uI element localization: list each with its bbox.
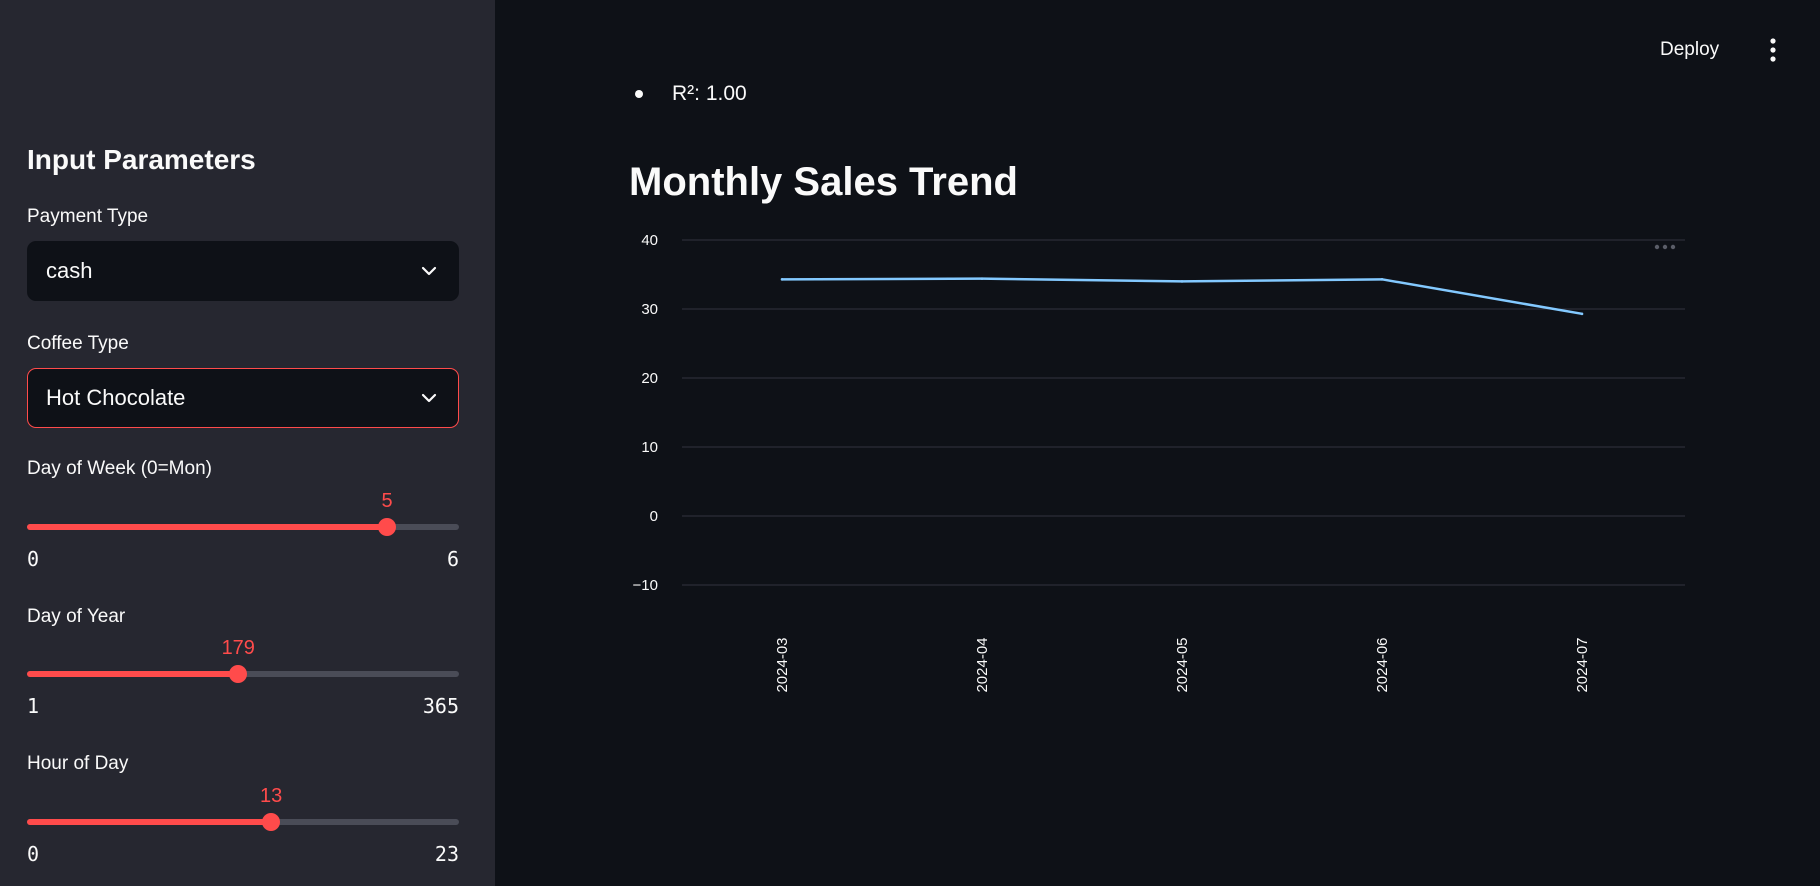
slider-max-label: 365 <box>422 694 459 718</box>
slider-fill <box>27 819 272 825</box>
data-point <box>1380 278 1384 281</box>
slider-max-label: 6 <box>446 547 459 571</box>
chart-svg: 40 30 20 10 0 −10 2024-03 2024-04 2024-05 2024-06… <box>633 232 1685 693</box>
y-tick-label: 10 <box>641 439 658 456</box>
data-point <box>780 278 784 281</box>
y-tick-label: 0 <box>650 508 658 525</box>
hour-of-day-slider[interactable]: 13 0 23 <box>27 784 459 866</box>
r-squared-metric: R²: 1.00 <box>672 82 747 105</box>
slider-min-label: 0 <box>27 842 40 866</box>
line-chart: 40 30 20 10 0 −10 2024-03 2024-04 2024-05 2024-06… <box>620 225 1700 745</box>
hour-of-day-label: Hour of Day <box>27 753 129 774</box>
slider-current-value: 179 <box>221 637 255 659</box>
slider-fill <box>27 524 387 530</box>
sidebar: Input Parameters Payment Type cash Coffe… <box>0 0 495 886</box>
slider-thumb[interactable] <box>262 813 281 831</box>
y-tick-label: 40 <box>641 232 658 249</box>
y-tick-label: 30 <box>641 301 658 318</box>
coffee-type-value: Hot Chocolate <box>46 385 186 410</box>
deploy-button[interactable]: Deploy <box>1660 39 1720 60</box>
kebab-menu-icon[interactable] <box>1762 37 1784 63</box>
day-of-year-label: Day of Year <box>27 606 126 627</box>
data-point <box>980 277 984 280</box>
chevron-down-icon <box>421 266 437 276</box>
data-point <box>1180 280 1184 283</box>
slider-max-label: 23 <box>434 842 459 866</box>
day-of-year-slider[interactable]: 179 1 365 <box>27 636 459 718</box>
day-of-week-label: Day of Week (0=Mon) <box>27 458 212 479</box>
slider-current-value: 13 <box>260 785 283 807</box>
chevron-down-icon <box>421 393 437 403</box>
x-tick-label: 2024-04 <box>974 637 991 692</box>
coffee-type-select[interactable]: Hot Chocolate <box>27 368 459 428</box>
payment-type-value: cash <box>46 258 93 283</box>
x-tick-label: 2024-06 <box>1374 637 1391 692</box>
slider-min-label: 1 <box>27 694 40 718</box>
y-tick-label: −10 <box>633 577 658 594</box>
y-tick-label: 20 <box>641 370 658 387</box>
slider-fill <box>27 671 239 677</box>
x-tick-label: 2024-03 <box>774 637 791 692</box>
payment-type-select[interactable]: cash <box>27 241 459 301</box>
chart-title: Monthly Sales Trend <box>629 160 1018 204</box>
slider-current-value: 5 <box>381 490 393 512</box>
coffee-type-label: Coffee Type <box>27 333 129 354</box>
day-of-week-slider[interactable]: 5 0 6 <box>27 489 459 571</box>
slider-thumb[interactable] <box>378 518 396 536</box>
list-bullet <box>635 90 643 98</box>
sidebar-title: Input Parameters <box>27 144 256 175</box>
x-tick-label: 2024-05 <box>1174 637 1191 692</box>
payment-type-label: Payment Type <box>27 206 149 227</box>
data-point <box>1580 312 1584 316</box>
chart-options-icon[interactable] <box>1653 243 1677 251</box>
x-tick-label: 2024-07 <box>1574 637 1591 692</box>
slider-thumb[interactable] <box>229 665 248 683</box>
slider-min-label: 0 <box>27 547 40 571</box>
